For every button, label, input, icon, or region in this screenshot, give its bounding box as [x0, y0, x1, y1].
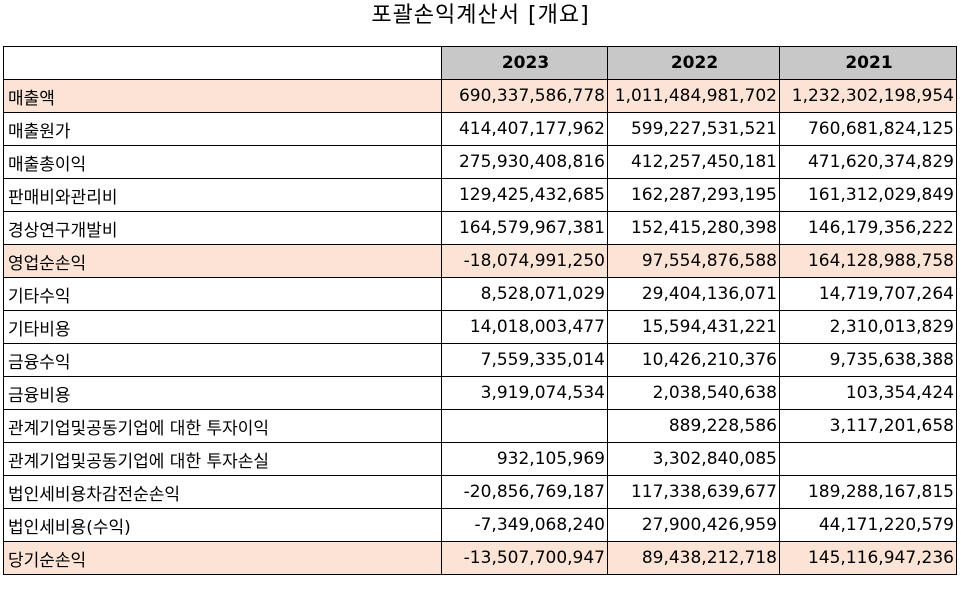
table-row: 관계기업및공동기업에 대한 투자손실 932,105,969 3,302,840,0…	[3, 442, 957, 476]
row-label: 판매비와관리비	[3, 178, 442, 212]
table-row: 기타비용 14,018,003,477 15,594,431,221 2,310,01…	[3, 310, 957, 344]
row-label: 기타수익	[3, 277, 442, 311]
value-cell: 8,528,071,029	[441, 277, 608, 311]
row-label: 법인세비용(수익)	[3, 508, 442, 542]
row-label: 매출원가	[3, 112, 442, 146]
value-cell: 412,257,450,181	[607, 145, 780, 179]
value-cell: 9,735,638,388	[779, 343, 957, 377]
table-row: 법인세비용차감전순손익 -20,856,769,187 117,338,639,67…	[3, 475, 957, 509]
value-cell: 3,117,201,658	[779, 409, 957, 443]
table-row: 기타수익 8,528,071,029 29,404,136,071 14,719,70…	[3, 277, 957, 311]
row-label: 기타비용	[3, 310, 442, 344]
value-cell: 2,310,013,829	[779, 310, 957, 344]
column-header-year: 2021	[779, 46, 957, 80]
value-cell: 599,227,531,521	[607, 112, 780, 146]
table-row: 영업순손익 -18,074,991,250 97,554,876,588 164,12…	[3, 244, 957, 278]
header-row: 2023 2022 2021	[3, 46, 957, 80]
value-cell: -7,349,068,240	[441, 508, 608, 542]
value-cell: -13,507,700,947	[441, 541, 608, 575]
value-cell: 29,404,136,071	[607, 277, 780, 311]
value-cell: 27,900,426,959	[607, 508, 780, 542]
value-cell: 690,337,586,778	[441, 79, 608, 113]
value-cell: 275,930,408,816	[441, 145, 608, 179]
value-cell: 3,919,074,534	[441, 376, 608, 410]
row-label: 관계기업및공동기업에 대한 투자이익	[3, 409, 442, 443]
table-row: 금융비용 3,919,074,534 2,038,540,638 103,354,42…	[3, 376, 957, 410]
value-cell: -18,074,991,250	[441, 244, 608, 278]
value-cell: 14,018,003,477	[441, 310, 608, 344]
column-header-year: 2023	[441, 46, 608, 80]
table-row: 매출원가 414,407,177,962 599,227,531,521 760,68…	[3, 112, 957, 146]
table-row: 경상연구개발비 164,579,967,381 152,415,280,398 146…	[3, 211, 957, 245]
value-cell: 2,038,540,638	[607, 376, 780, 410]
value-cell: 164,579,967,381	[441, 211, 608, 245]
value-cell: 189,288,167,815	[779, 475, 957, 509]
value-cell: 152,415,280,398	[607, 211, 780, 245]
value-cell: 1,232,302,198,954	[779, 79, 957, 113]
value-cell: 146,179,356,222	[779, 211, 957, 245]
row-label: 매출총이익	[3, 145, 442, 179]
value-cell: 15,594,431,221	[607, 310, 780, 344]
table-row: 당기순손익 -13,507,700,947 89,438,212,718 145,11…	[3, 541, 957, 575]
row-label: 금융비용	[3, 376, 442, 410]
row-label: 관계기업및공동기업에 대한 투자손실	[3, 442, 442, 476]
value-cell: 10,426,210,376	[607, 343, 780, 377]
value-cell: 89,438,212,718	[607, 541, 780, 575]
value-cell: 162,287,293,195	[607, 178, 780, 212]
value-cell: 932,105,969	[441, 442, 608, 476]
value-cell: 889,228,586	[607, 409, 780, 443]
row-label: 당기순손익	[3, 541, 442, 575]
value-cell: 117,338,639,677	[607, 475, 780, 509]
table-row: 매출총이익 275,930,408,816 412,257,450,181 471,6…	[3, 145, 957, 179]
value-cell: 760,681,824,125	[779, 112, 957, 146]
table-row: 법인세비용(수익) -7,349,068,240 27,900,426,959 44,…	[3, 508, 957, 542]
value-cell: 103,354,424	[779, 376, 957, 410]
header-corner-cell	[3, 46, 442, 80]
value-cell: 161,312,029,849	[779, 178, 957, 212]
value-cell: 145,116,947,236	[779, 541, 957, 575]
table-body: 매출액 690,337,586,778 1,011,484,981,702 1,232…	[3, 79, 957, 575]
value-cell: 3,302,840,085	[607, 442, 780, 476]
row-label: 법인세비용차감전순손익	[3, 475, 442, 509]
value-cell: 14,719,707,264	[779, 277, 957, 311]
value-cell: 164,128,988,758	[779, 244, 957, 278]
table-row: 판매비와관리비 129,425,432,685 162,287,293,195 161…	[3, 178, 957, 212]
row-label: 금융수익	[3, 343, 442, 377]
income-statement-table: 2023 2022 2021 매출액 690,337,586,778 1,011,4…	[3, 46, 957, 575]
value-cell: -20,856,769,187	[441, 475, 608, 509]
row-label: 매출액	[3, 79, 442, 113]
value-cell: 414,407,177,962	[441, 112, 608, 146]
row-label: 경상연구개발비	[3, 211, 442, 245]
value-cell	[779, 442, 957, 476]
value-cell: 7,559,335,014	[441, 343, 608, 377]
value-cell: 97,554,876,588	[607, 244, 780, 278]
row-label: 영업순손익	[3, 244, 442, 278]
table-row: 금융수익 7,559,335,014 10,426,210,376 9,735,638…	[3, 343, 957, 377]
table-row: 관계기업및공동기업에 대한 투자이익 889,228,586 3,117,201,6…	[3, 409, 957, 443]
value-cell: 471,620,374,829	[779, 145, 957, 179]
value-cell	[441, 409, 608, 443]
value-cell: 129,425,432,685	[441, 178, 608, 212]
value-cell: 44,171,220,579	[779, 508, 957, 542]
table-row: 매출액 690,337,586,778 1,011,484,981,702 1,232…	[3, 79, 957, 113]
column-header-year: 2022	[607, 46, 780, 80]
value-cell: 1,011,484,981,702	[607, 79, 780, 113]
page-title: 포괄손익계산서 [개요]	[371, 3, 590, 28]
